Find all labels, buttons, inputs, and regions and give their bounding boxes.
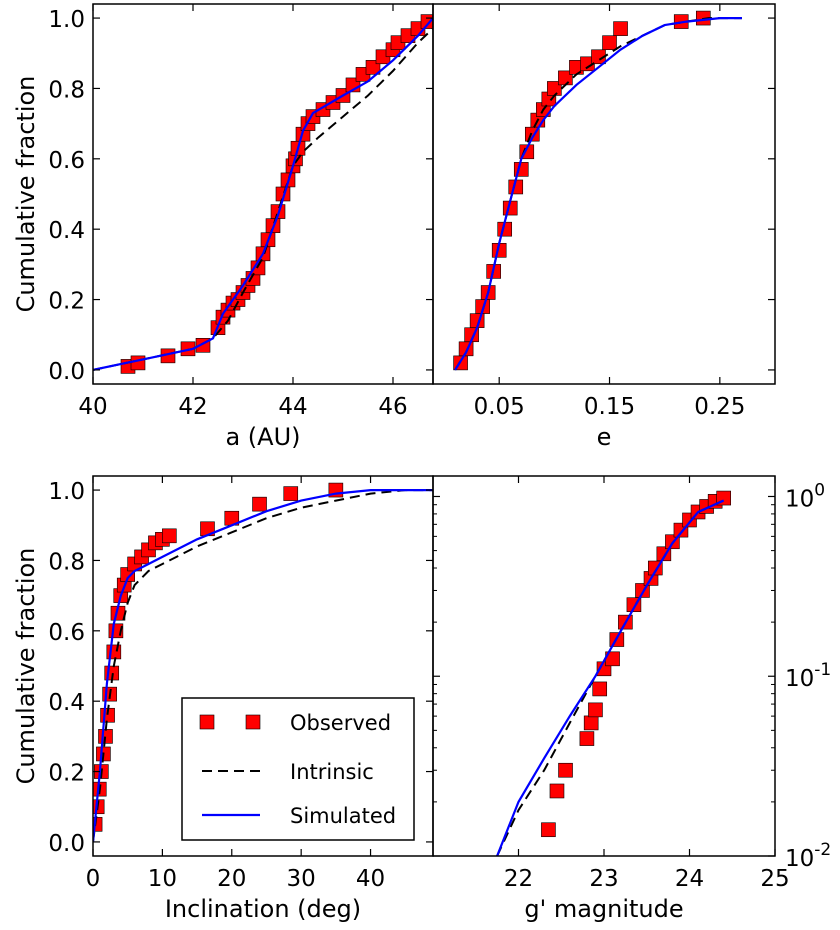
y-tick-label: 10-2 xyxy=(785,840,831,872)
x-axis-ticks: 22 23 24 25 xyxy=(504,476,790,892)
observed-point xyxy=(583,715,599,731)
legend-label: Simulated xyxy=(290,804,396,828)
intrinsic-line xyxy=(496,499,725,856)
y-axis-ticks: 0.0 0.2 0.4 0.6 0.8 1.0 xyxy=(48,7,433,385)
x-tick-label: 40 xyxy=(356,866,385,892)
x-axis-label: e xyxy=(597,423,612,451)
observed-point xyxy=(162,528,177,544)
x-tick-label: 0.05 xyxy=(474,394,525,420)
legend-entry-observed: Observed xyxy=(199,711,391,735)
observed-point xyxy=(558,762,573,778)
series-group xyxy=(453,10,742,371)
x-tick-label: 0.25 xyxy=(694,394,745,420)
series-group xyxy=(93,14,433,374)
legend-marker xyxy=(199,714,215,730)
y-tick-label: 0.4 xyxy=(48,218,85,244)
y-tick-label: 10-1 xyxy=(785,660,831,692)
series-group xyxy=(93,482,433,843)
intrinsic-line xyxy=(93,489,433,843)
observed-point xyxy=(283,486,299,501)
legend-entry-simulated: Simulated xyxy=(202,804,396,828)
axes-frame xyxy=(432,3,776,385)
observed-point xyxy=(579,731,595,746)
simulated-line xyxy=(496,499,725,856)
x-tick-label: 42 xyxy=(178,394,207,420)
x-tick-label: 0.15 xyxy=(584,394,635,420)
x-tick-label: 40 xyxy=(78,394,107,420)
intrinsic-line xyxy=(454,17,742,371)
panel-inclination: 0 10 20 30 40 0.0 0.2 0.4 0.6 0.8 1.0 Inclination (… xyxy=(12,475,434,923)
x-tick-label: 44 xyxy=(278,394,307,420)
observed-point xyxy=(613,21,628,36)
legend-label: Intrinsic xyxy=(290,760,374,784)
y-tick-label: 0.0 xyxy=(48,831,85,857)
observed-point xyxy=(588,702,603,718)
x-axis-label: Inclination (deg) xyxy=(165,895,361,923)
panel-e: 0.05 0.15 0.25 e xyxy=(432,3,776,451)
y-axis-label: Cumulative fraction xyxy=(12,548,40,785)
observed-point xyxy=(549,783,565,799)
y-tick-label: 0.4 xyxy=(48,690,85,716)
observed-point xyxy=(592,681,608,697)
y-tick-label: 0.6 xyxy=(48,148,85,174)
y-axis-ticks: 0.0 0.2 0.4 0.6 0.8 1.0 xyxy=(48,479,433,857)
y-tick-label: 0.6 xyxy=(48,620,85,646)
x-tick-label: 30 xyxy=(287,866,316,892)
intrinsic-line xyxy=(93,27,433,371)
observed-point xyxy=(252,496,267,512)
x-axis-ticks: 0.05 0.15 0.25 xyxy=(474,4,745,420)
x-tick-label: 46 xyxy=(378,394,407,420)
y-tick-label: 0.2 xyxy=(48,761,85,787)
legend-marker xyxy=(245,714,261,730)
simulated-line xyxy=(93,17,433,371)
simulated-line xyxy=(454,17,742,371)
series-group xyxy=(496,490,732,856)
observed-point xyxy=(541,822,556,838)
x-axis-ticks: 0 10 20 30 40 xyxy=(86,476,385,892)
legend-entry-intrinsic: Intrinsic xyxy=(202,760,374,784)
x-tick-label: 20 xyxy=(217,866,246,892)
y-tick-label: 0.2 xyxy=(48,289,85,315)
x-axis-label: g' magnitude xyxy=(524,895,683,923)
y-axis-label: Cumulative fraction xyxy=(12,76,40,313)
x-tick-label: 10 xyxy=(148,866,177,892)
y-tick-label: 1.0 xyxy=(48,479,85,505)
observed-point xyxy=(130,355,146,371)
legend-box xyxy=(181,697,415,841)
y-tick-label: 1.0 xyxy=(48,7,85,33)
legend-label: Observed xyxy=(290,711,391,735)
x-tick-label: 25 xyxy=(760,866,789,892)
y-axis-ticks: 10-2 10-1 100 xyxy=(433,480,831,872)
legend: Observed Intrinsic Simulated xyxy=(181,697,415,841)
observed-point xyxy=(602,35,617,51)
x-tick-label: 22 xyxy=(504,866,533,892)
x-axis-ticks: 40 42 44 46 xyxy=(78,4,408,420)
x-axis-label: a (AU) xyxy=(225,423,300,451)
y-tick-label: 0.8 xyxy=(48,77,85,103)
simulated-line xyxy=(93,489,433,843)
y-tick-label: 0.0 xyxy=(48,359,85,385)
x-tick-label: 23 xyxy=(589,866,618,892)
y-tick-label: 0.8 xyxy=(48,549,85,575)
panel-a: 40 42 44 46 0.0 0.2 0.4 0.6 0.8 1.0 a (AU) Cumulati… xyxy=(12,3,434,451)
x-tick-label: 24 xyxy=(675,866,704,892)
y-tick-label: 100 xyxy=(785,480,825,512)
x-tick-label: 0 xyxy=(86,866,101,892)
